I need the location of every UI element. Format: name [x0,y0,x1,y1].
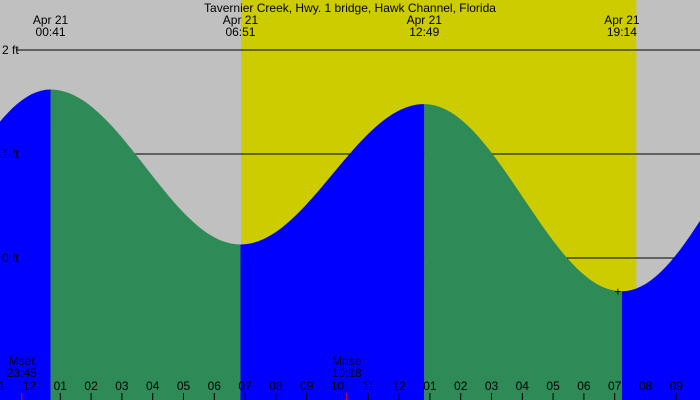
hour-tick-label: 07 [608,379,622,393]
falling-tide-area [50,89,241,400]
extreme-date-label: Apr 21 [407,13,443,27]
hour-tick-label: 01 [54,379,68,393]
rising-tide-area [621,220,700,400]
extreme-time-label: 00:41 [36,25,66,39]
hour-tick-label: 04 [516,379,530,393]
hour-tick-label: 03 [485,379,499,393]
hour-tick-label: 06 [208,379,222,393]
hour-tick-label: 02 [84,379,98,393]
hour-tick-label: 06 [577,379,591,393]
hour-tick-label: 12 [392,379,406,393]
hour-tick-label: 05 [177,379,191,393]
hour-tick-label: 01 [423,379,437,393]
moon-event-label: Mrise [332,354,362,368]
hour-tick-label: 08 [639,379,653,393]
low-tide-marker: + [614,284,621,298]
extreme-date-label: Apr 21 [223,13,259,27]
extreme-time-label: 19:14 [607,25,637,39]
extreme-time-label: 12:49 [409,25,439,39]
hour-tick-label: 08 [269,379,283,393]
hour-tick-label: 11 [0,379,5,393]
extreme-date-label: Apr 21 [604,13,640,27]
rising-tide-area [0,89,51,400]
moon-event-time: 23:45 [7,366,37,380]
hour-tick-label: 09 [670,379,684,393]
moon-event-label: Mset [9,354,36,368]
hour-tick-label: 12 [23,379,37,393]
chart-title: Tavernier Creek, Hwy. 1 bridge, Hawk Cha… [204,1,496,15]
rising-tide-area [240,104,425,400]
moon-event-time: 10:18 [332,366,362,380]
y-tick-label: 0 ft [2,251,19,265]
hour-tick-label: 09 [300,379,314,393]
falling-tide-area [424,104,622,400]
hour-tick-label: 10 [331,379,345,393]
hour-tick-label: 07 [238,379,252,393]
hour-tick-label: 03 [115,379,129,393]
hour-tick-label: 05 [546,379,560,393]
hour-tick-label: 04 [146,379,160,393]
extreme-time-label: 06:51 [225,25,255,39]
hour-tick-label: 11 [362,379,375,393]
hour-tick-label: 02 [454,379,468,393]
y-tick-label: 2 ft [2,43,19,57]
extreme-date-label: Apr 21 [33,13,69,27]
y-tick-label: 1 ft [2,147,19,161]
